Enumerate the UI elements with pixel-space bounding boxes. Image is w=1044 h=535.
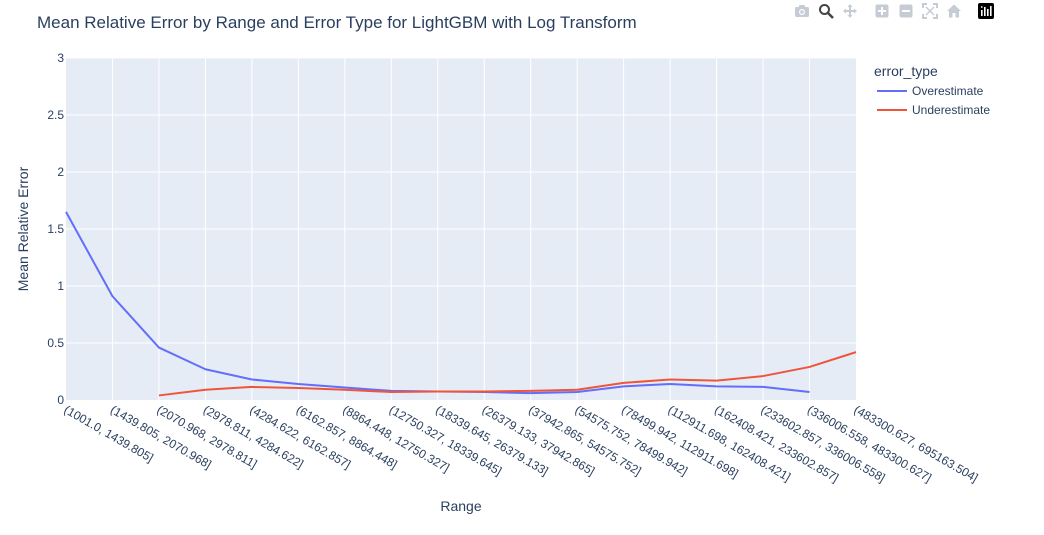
- home-icon[interactable]: [942, 2, 966, 20]
- data-point[interactable]: [807, 364, 813, 370]
- zoom-icon[interactable]: [814, 2, 838, 20]
- data-point[interactable]: [295, 385, 301, 391]
- data-point[interactable]: [388, 389, 394, 395]
- data-point[interactable]: [249, 384, 255, 390]
- y-tick-label: 1.5: [47, 222, 64, 236]
- data-point[interactable]: [109, 293, 115, 299]
- data-point[interactable]: [667, 376, 673, 382]
- data-point[interactable]: [156, 392, 162, 398]
- x-gridlines: [111, 58, 811, 400]
- data-point[interactable]: [853, 349, 859, 355]
- y-tick-label: 3: [57, 51, 64, 65]
- data-point[interactable]: [574, 387, 580, 393]
- data-point[interactable]: [621, 380, 627, 386]
- data-point[interactable]: [714, 378, 720, 384]
- data-point[interactable]: [714, 383, 720, 389]
- y-axis-title: Mean Relative Error: [15, 166, 31, 291]
- data-point[interactable]: [249, 376, 255, 382]
- y-gridlines: [66, 57, 856, 344]
- legend-item-overestimate[interactable]: Overestimate: [877, 84, 984, 98]
- data-point[interactable]: [528, 388, 534, 394]
- pan-icon[interactable]: [838, 2, 862, 20]
- x-tick-labels: (1001.0, 1439.805](1439.805, 2070.968](2…: [62, 402, 981, 485]
- y-tick-label: 0.5: [47, 336, 64, 350]
- legend-item-underestimate[interactable]: Underestimate: [877, 103, 990, 117]
- y-tick-label: 1: [57, 279, 64, 293]
- series-layer: [63, 209, 859, 398]
- modebar: [790, 2, 998, 20]
- plotly-logo-icon[interactable]: [974, 2, 998, 20]
- zoom-out-icon[interactable]: [894, 2, 918, 20]
- autoscale-icon[interactable]: [918, 2, 942, 20]
- y-tick-labels: 0 0.5 1 1.5 2 2.5 3: [47, 51, 64, 407]
- y-tick-label: 2.5: [47, 108, 64, 122]
- legend: error_type Overestimate Underestimate: [874, 63, 990, 117]
- zoom-in-icon[interactable]: [870, 2, 894, 20]
- data-point[interactable]: [156, 345, 162, 351]
- y-tick-label: 2: [57, 165, 64, 179]
- x-axis-title: Range: [440, 498, 481, 514]
- data-point[interactable]: [202, 387, 208, 393]
- series-line-underestimate[interactable]: [158, 351, 857, 397]
- data-point[interactable]: [435, 388, 441, 394]
- legend-label: Underestimate: [912, 103, 990, 117]
- camera-icon[interactable]: [790, 2, 814, 20]
- y-tick-label: 0: [57, 393, 64, 407]
- legend-label: Overestimate: [912, 84, 984, 98]
- data-point[interactable]: [202, 366, 208, 372]
- data-point[interactable]: [342, 387, 348, 393]
- data-point[interactable]: [807, 389, 813, 395]
- legend-title: error_type: [874, 63, 938, 79]
- series-underestimate: [156, 349, 859, 398]
- data-point[interactable]: [760, 373, 766, 379]
- data-point[interactable]: [760, 384, 766, 390]
- data-point[interactable]: [63, 209, 69, 215]
- data-point[interactable]: [481, 388, 487, 394]
- chart-title: Mean Relative Error by Range and Error T…: [37, 13, 637, 32]
